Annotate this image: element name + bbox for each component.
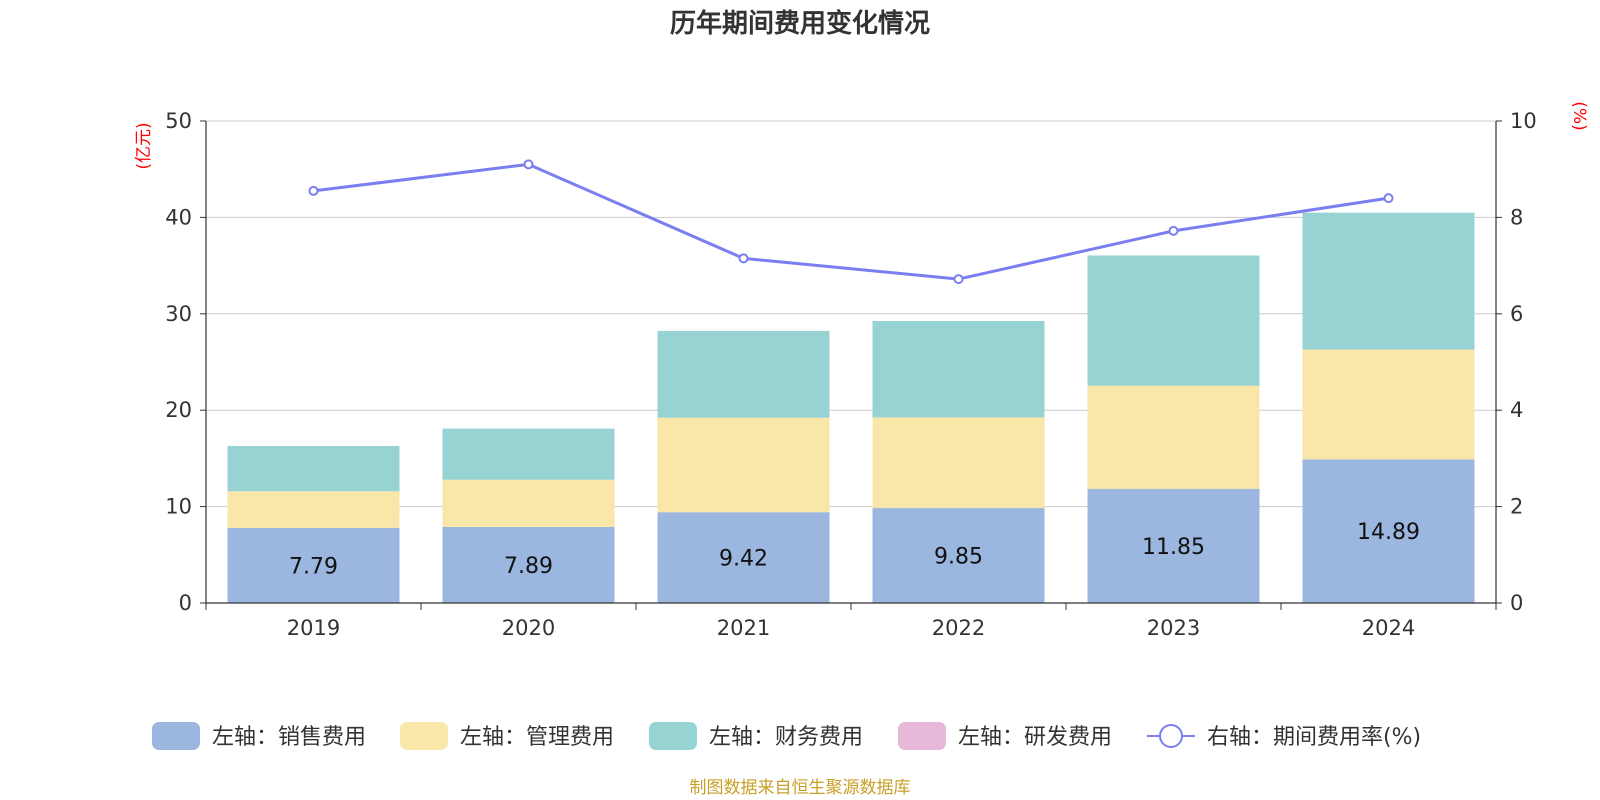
rate-point [308, 185, 319, 196]
source-note: 制图数据来自恒生聚源数据库 [690, 778, 911, 798]
bar-value-label: 9.42 [719, 547, 768, 572]
bar-admin [872, 417, 1045, 509]
legend-swatch-rnd [898, 722, 946, 750]
rate-point [523, 159, 534, 170]
x-axis-tick-label: 2020 [502, 616, 555, 640]
right-axis-tick-label: 8 [1510, 205, 1523, 229]
bar-sales [657, 512, 830, 603]
legend: 左轴：销售费用 左轴：管理费用 左轴：财务费用 左轴：研发费用 右轴：期间费用率(%) [152, 722, 1421, 750]
bar-finance [227, 445, 400, 492]
bar-sales [227, 527, 400, 603]
right-axis-tick-label: 4 [1510, 398, 1523, 422]
bar-value-labels: 7.79 7.89 9.42 9.85 11.85 14.89 [289, 520, 1420, 579]
left-axis-tick-label: 50 [165, 109, 192, 133]
rate-point [1168, 225, 1179, 236]
bar-finance [442, 428, 615, 480]
left-axis-tick-label: 10 [165, 495, 192, 519]
legend-label-finance: 左轴：财务费用 [709, 725, 863, 750]
left-axis-tick-label: 20 [165, 398, 192, 422]
bar-admin [1087, 385, 1260, 489]
expense-rate-line [308, 159, 1394, 285]
x-axis-tick-label: 2021 [717, 616, 770, 640]
bar-admin [657, 417, 830, 513]
bar-admin [442, 479, 615, 527]
bar-value-label: 9.85 [934, 545, 983, 570]
left-axis-tick-label: 40 [165, 205, 192, 229]
legend-swatch-admin [400, 722, 448, 750]
bar-sales [442, 526, 615, 603]
legend-label-admin: 左轴：管理费用 [460, 725, 614, 750]
right-axis-tick-label: 10 [1510, 109, 1537, 133]
rate-point [738, 253, 749, 264]
bar-value-label: 14.89 [1357, 520, 1420, 545]
bar-admin [1302, 349, 1475, 460]
bar-value-label: 7.79 [289, 554, 338, 579]
rate-point [1383, 193, 1394, 204]
bar-sales [1087, 488, 1260, 603]
grid-lines [206, 120, 1496, 508]
bar-admin [227, 491, 400, 528]
x-axis-tick-label: 2024 [1362, 616, 1415, 640]
right-axis-tick-label: 2 [1510, 495, 1523, 519]
rate-point [953, 274, 964, 285]
legend-label-rate: 右轴：期间费用率(%) [1207, 725, 1421, 750]
bar-sales [1302, 459, 1475, 603]
bar-finance [872, 321, 1045, 418]
right-axis-unit: (%) [1569, 101, 1589, 130]
legend-swatch-sales [152, 722, 200, 750]
bar-value-label: 7.89 [504, 554, 553, 579]
rate-line [313, 162, 1389, 281]
legend-label-sales: 左轴：销售费用 [212, 725, 366, 750]
bar-finance [1302, 212, 1475, 350]
left-axis-tick-label: 30 [165, 302, 192, 326]
legend-label-rnd: 左轴：研发费用 [958, 725, 1112, 750]
chart-title: 历年期间费用变化情况 [670, 8, 930, 39]
axes: 0 10 20 30 40 50 0 2 4 6 8 10 2019 2020 2021 2022 2023 20… [165, 109, 1536, 640]
bar-sales [872, 508, 1045, 603]
right-axis-tick-label: 0 [1510, 591, 1523, 615]
left-axis-unit: (亿元) [134, 122, 154, 169]
right-axis-tick-label: 6 [1510, 302, 1523, 326]
bar-finance [657, 330, 830, 418]
bar-value-label: 11.85 [1142, 535, 1205, 560]
legend-rate-marker [1159, 724, 1183, 748]
legend-swatch-finance [649, 722, 697, 750]
bar-finance [1087, 255, 1260, 386]
x-axis-tick-label: 2019 [287, 616, 340, 640]
bar-stacks [227, 212, 1475, 603]
x-axis-tick-label: 2023 [1147, 616, 1200, 640]
left-axis-tick-label: 0 [179, 591, 192, 615]
x-axis-tick-label: 2022 [932, 616, 985, 640]
